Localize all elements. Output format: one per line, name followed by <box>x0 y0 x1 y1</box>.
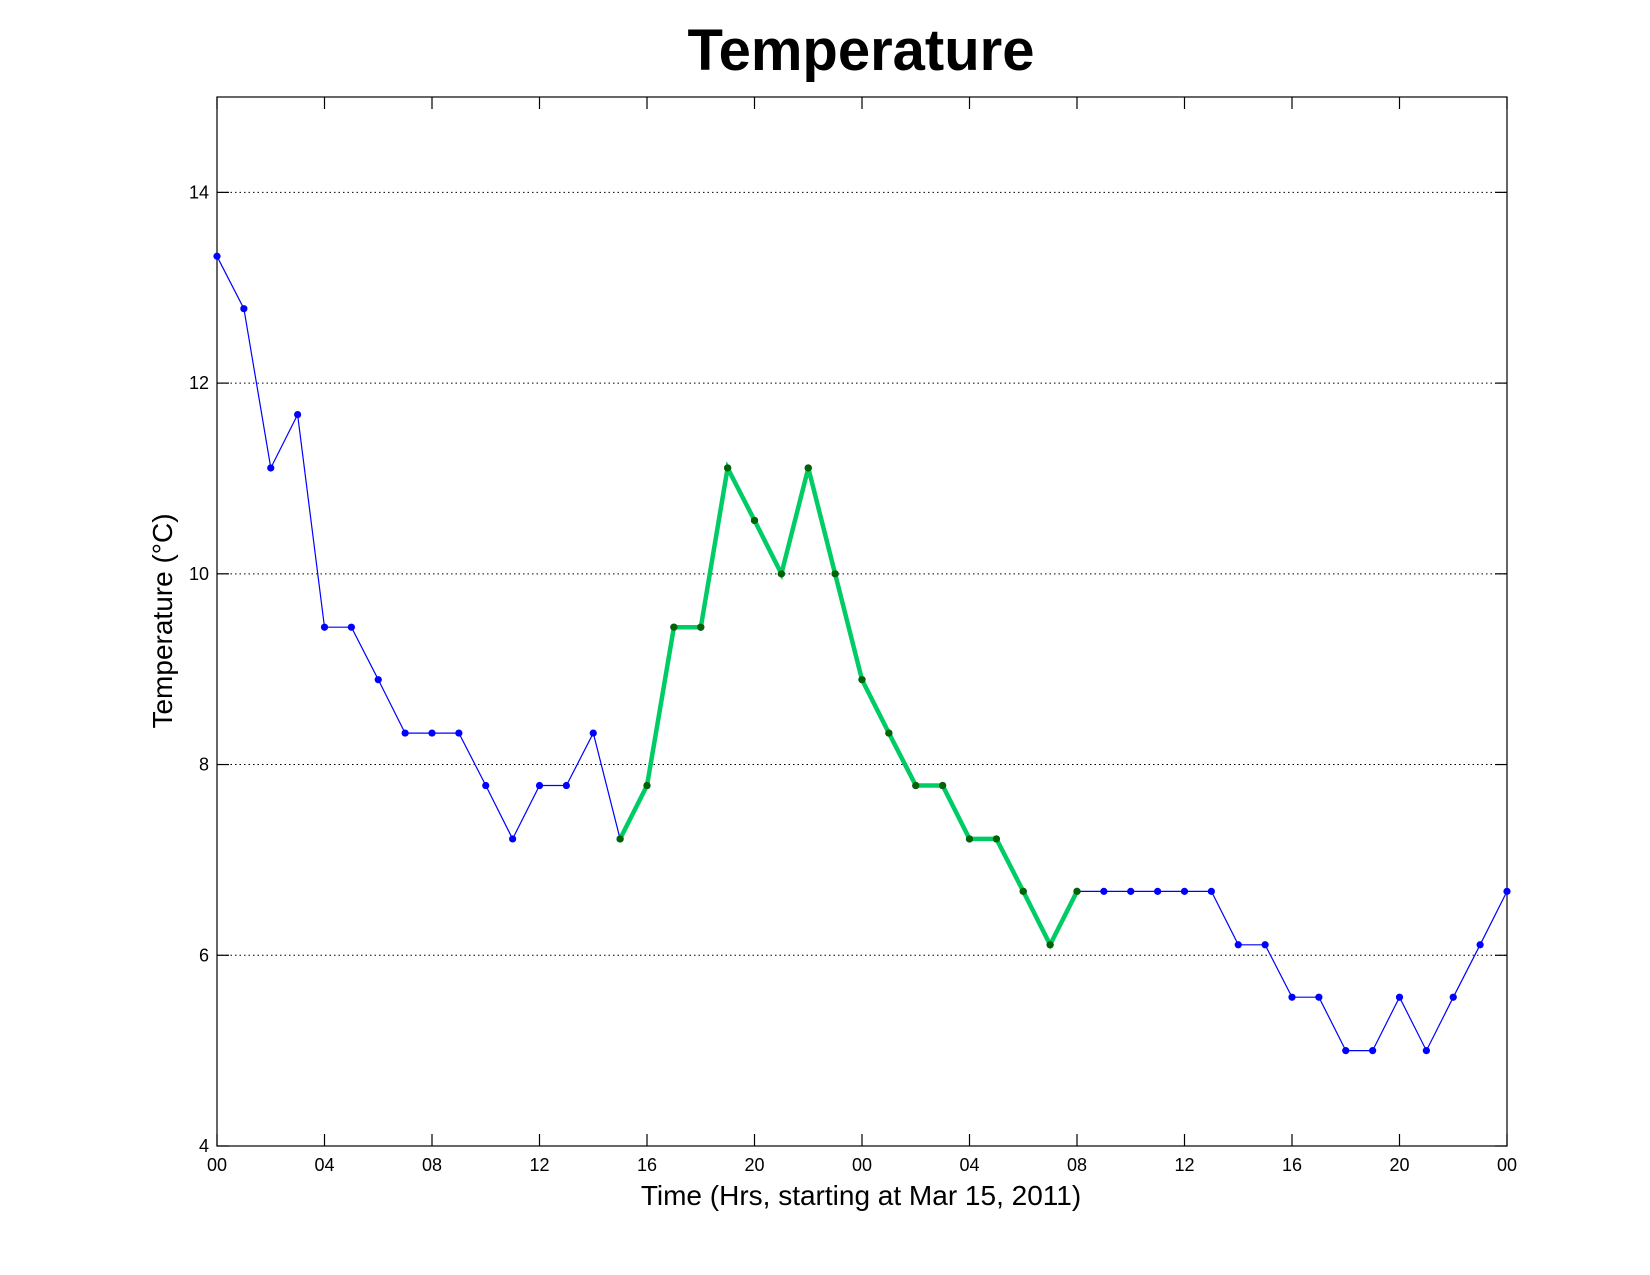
data-point <box>1100 887 1108 895</box>
highlight-data-point <box>724 464 732 472</box>
data-point <box>1449 993 1457 1001</box>
x-tick-label: 04 <box>959 1155 979 1175</box>
data-point <box>1180 887 1189 895</box>
data-point <box>482 781 490 790</box>
grid-lines <box>217 191 1507 956</box>
highlight-data-point <box>616 835 624 843</box>
y-axis-label: Temperature (°C) <box>147 513 178 728</box>
highlight-data-point <box>831 570 839 578</box>
y-tick-labels: 4 6 8 10 12 14 <box>189 182 209 1156</box>
data-point <box>1234 941 1242 949</box>
data-point <box>1369 1047 1377 1055</box>
x-tick-labels: 00 04 08 12 16 20 00 04 08 12 16 20 00 <box>207 1155 1517 1175</box>
highlight-data-point <box>1073 887 1081 895</box>
highlight-series-line <box>618 460 1080 950</box>
highlight-data-point <box>992 835 1000 843</box>
data-point <box>320 623 329 631</box>
data-point <box>1422 1047 1430 1055</box>
x-tick-label: 16 <box>1282 1155 1302 1175</box>
x-tick-label: 20 <box>1389 1155 1409 1175</box>
data-point <box>1476 941 1484 949</box>
y-tick-label: 10 <box>189 564 209 584</box>
data-point <box>455 729 463 737</box>
data-point <box>589 729 597 737</box>
data-point <box>240 305 248 313</box>
x-tick-label: 12 <box>529 1155 549 1175</box>
y-tick-label: 12 <box>189 373 209 393</box>
data-point <box>213 252 221 260</box>
y-tick-label: 4 <box>199 1136 209 1156</box>
highlight-data-point <box>1019 887 1027 895</box>
y-tick-label: 8 <box>199 755 209 775</box>
data-point <box>1207 887 1215 895</box>
data-point <box>562 781 570 790</box>
data-point <box>535 781 544 790</box>
x-tick-label: 04 <box>314 1155 334 1175</box>
data-point <box>374 676 382 684</box>
data-point <box>347 623 355 631</box>
x-tick-label: 00 <box>207 1155 227 1175</box>
highlight-data-point <box>804 464 812 472</box>
highlight-data-point <box>858 676 866 684</box>
data-point <box>267 464 275 472</box>
highlight-data-point <box>885 729 893 737</box>
highlight-data-point <box>965 835 974 843</box>
x-tick-label: 00 <box>1497 1155 1517 1175</box>
x-tick-label: 20 <box>744 1155 764 1175</box>
highlight-data-point <box>939 781 947 790</box>
data-point <box>1288 993 1296 1001</box>
highlight-data-point <box>777 570 785 578</box>
chart-title: Temperature <box>687 18 1034 83</box>
y-tick-label: 6 <box>199 945 209 965</box>
data-point <box>1342 1047 1350 1055</box>
x-tick-label: 08 <box>1067 1155 1087 1175</box>
highlight-data-point <box>912 781 920 790</box>
x-tick-label: 12 <box>1174 1155 1194 1175</box>
x-tick-label: 16 <box>637 1155 657 1175</box>
x-tick-label: 00 <box>852 1155 872 1175</box>
highlight-data-point <box>1046 941 1054 949</box>
data-point <box>509 835 517 843</box>
x-axis-label: Time (Hrs, starting at Mar 15, 2011) <box>641 1180 1081 1211</box>
data-point <box>1127 887 1135 895</box>
highlight-data-point <box>643 781 651 790</box>
highlight-data-point <box>750 516 759 525</box>
data-point <box>1154 887 1162 895</box>
y-tick-label: 14 <box>189 182 209 202</box>
data-point <box>428 729 436 737</box>
data-point <box>1315 993 1323 1001</box>
data-point <box>401 729 409 737</box>
highlight-data-point <box>670 623 678 631</box>
data-series <box>213 252 1511 1055</box>
data-point <box>1503 887 1511 895</box>
data-point <box>1395 993 1404 1001</box>
highlight-data-point <box>697 623 705 631</box>
x-tick-label: 08 <box>422 1155 442 1175</box>
data-point <box>1261 941 1269 949</box>
data-point <box>294 410 302 419</box>
axis-ticks <box>216 97 1508 1147</box>
